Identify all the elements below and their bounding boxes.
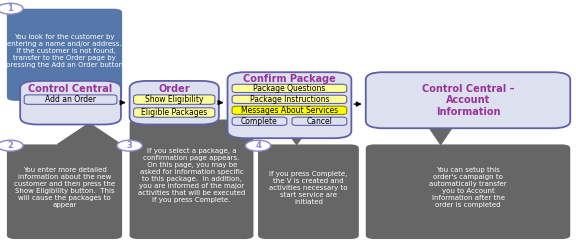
Text: If you select a package, a
confirmation page appears.
 On this page, you may be
: If you select a package, a confirmation …	[138, 148, 245, 203]
Text: You enter more detailed
information about the new
customer and then press the
Sh: You enter more detailed information abou…	[14, 168, 115, 208]
Text: 4: 4	[255, 141, 261, 150]
Polygon shape	[58, 123, 121, 144]
Text: Package Questions: Package Questions	[253, 84, 325, 93]
Text: Add an Order: Add an Order	[45, 95, 96, 104]
FancyBboxPatch shape	[134, 95, 215, 104]
FancyBboxPatch shape	[366, 144, 570, 239]
Circle shape	[0, 3, 23, 14]
Text: Package Instructions: Package Instructions	[249, 95, 329, 104]
FancyBboxPatch shape	[232, 95, 347, 104]
FancyBboxPatch shape	[20, 81, 121, 124]
Text: If you press Complete,
the V is created and
activities necessary to
start servic: If you press Complete, the V is created …	[269, 171, 348, 205]
Text: Complete: Complete	[241, 117, 278, 126]
FancyBboxPatch shape	[232, 106, 347, 115]
Polygon shape	[176, 120, 222, 138]
Text: Order: Order	[158, 84, 190, 94]
Text: 3: 3	[127, 141, 132, 150]
Text: 2: 2	[7, 141, 13, 150]
Text: Cancel: Cancel	[306, 117, 332, 126]
Text: Control Central –
Account
Information: Control Central – Account Information	[422, 84, 514, 117]
FancyBboxPatch shape	[292, 117, 347, 125]
Text: 1: 1	[7, 4, 13, 13]
Polygon shape	[429, 127, 452, 144]
FancyBboxPatch shape	[232, 117, 287, 125]
FancyBboxPatch shape	[366, 72, 570, 128]
FancyBboxPatch shape	[232, 84, 347, 92]
FancyBboxPatch shape	[228, 72, 351, 138]
FancyBboxPatch shape	[130, 81, 219, 124]
Text: Show Eligibility: Show Eligibility	[145, 95, 203, 104]
Text: Control Central: Control Central	[28, 84, 113, 94]
FancyBboxPatch shape	[7, 144, 122, 239]
FancyBboxPatch shape	[134, 108, 215, 117]
Text: Eligible Packages: Eligible Packages	[141, 108, 207, 117]
FancyBboxPatch shape	[24, 95, 117, 104]
Polygon shape	[285, 129, 308, 144]
Polygon shape	[32, 101, 66, 116]
Circle shape	[117, 140, 142, 151]
Text: Messages About Services: Messages About Services	[241, 106, 338, 115]
Text: You look for the customer by
entering a name and/or address.
 If the customer is: You look for the customer by entering a …	[6, 34, 123, 68]
FancyBboxPatch shape	[7, 9, 122, 101]
FancyBboxPatch shape	[258, 144, 359, 239]
FancyBboxPatch shape	[130, 120, 253, 239]
Circle shape	[0, 140, 23, 151]
Text: You can setup this
order's campaign to
automatically transfer
you to Account
Inf: You can setup this order's campaign to a…	[429, 168, 507, 208]
Text: Confirm Package: Confirm Package	[243, 74, 336, 84]
Circle shape	[245, 140, 271, 151]
